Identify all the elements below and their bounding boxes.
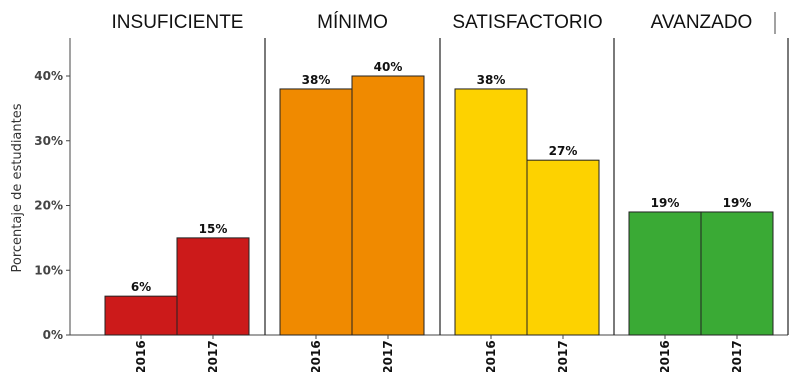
panel-title: AVANZADO xyxy=(651,12,753,33)
panels: INSUFICIENTE 6% 2016 15% 2017 MÍNIMO 38% 2016 40… xyxy=(104,12,774,372)
bar xyxy=(351,75,425,336)
data-label: 15% xyxy=(199,222,228,236)
bar xyxy=(454,88,528,336)
y-tick-label: 30% xyxy=(34,134,63,148)
panel-insuficiente: INSUFICIENTE 6% 2016 15% 2017 xyxy=(104,12,250,372)
y-tick-label: 20% xyxy=(34,199,63,213)
x-tick-label: 2016 xyxy=(658,340,672,372)
data-label: 19% xyxy=(651,196,680,210)
panel-title: MÍNIMO xyxy=(317,12,388,33)
y-tick-label: 40% xyxy=(34,69,63,83)
bar xyxy=(700,211,774,336)
bar xyxy=(628,211,702,336)
bar xyxy=(176,237,250,336)
x-tick-label: 2017 xyxy=(556,340,570,372)
panel-avanzado: AVANZADO 19% 2016 19% 2017 xyxy=(628,12,774,372)
panel-title: INSUFICIENTE xyxy=(112,12,244,33)
panel-satisfactorio: SATISFACTORIO 38% 2016 27% 2017 xyxy=(452,12,602,372)
bar xyxy=(526,159,600,336)
bar xyxy=(279,88,353,336)
x-tick-label: 2017 xyxy=(206,340,220,372)
x-tick-label: 2017 xyxy=(730,340,744,372)
y-tick-label: 10% xyxy=(34,263,63,277)
panel-title: SATISFACTORIO xyxy=(452,12,602,33)
data-label: 27% xyxy=(549,144,578,158)
data-label: 6% xyxy=(131,280,151,294)
x-tick-label: 2016 xyxy=(484,340,498,372)
y-tick-label: 0% xyxy=(43,328,63,342)
data-label: 19% xyxy=(723,196,752,210)
data-label: 40% xyxy=(374,60,403,74)
data-label: 38% xyxy=(302,73,331,87)
panel-m-nimo: MÍNIMO 38% 2016 40% 2017 xyxy=(279,12,425,372)
x-tick-label: 2016 xyxy=(309,340,323,372)
x-tick-label: 2016 xyxy=(134,340,148,372)
y-axis-label: Porcentaje de estudiantes xyxy=(10,103,25,272)
data-label: 38% xyxy=(477,73,506,87)
bar xyxy=(104,295,178,336)
x-tick-label: 2017 xyxy=(381,340,395,372)
